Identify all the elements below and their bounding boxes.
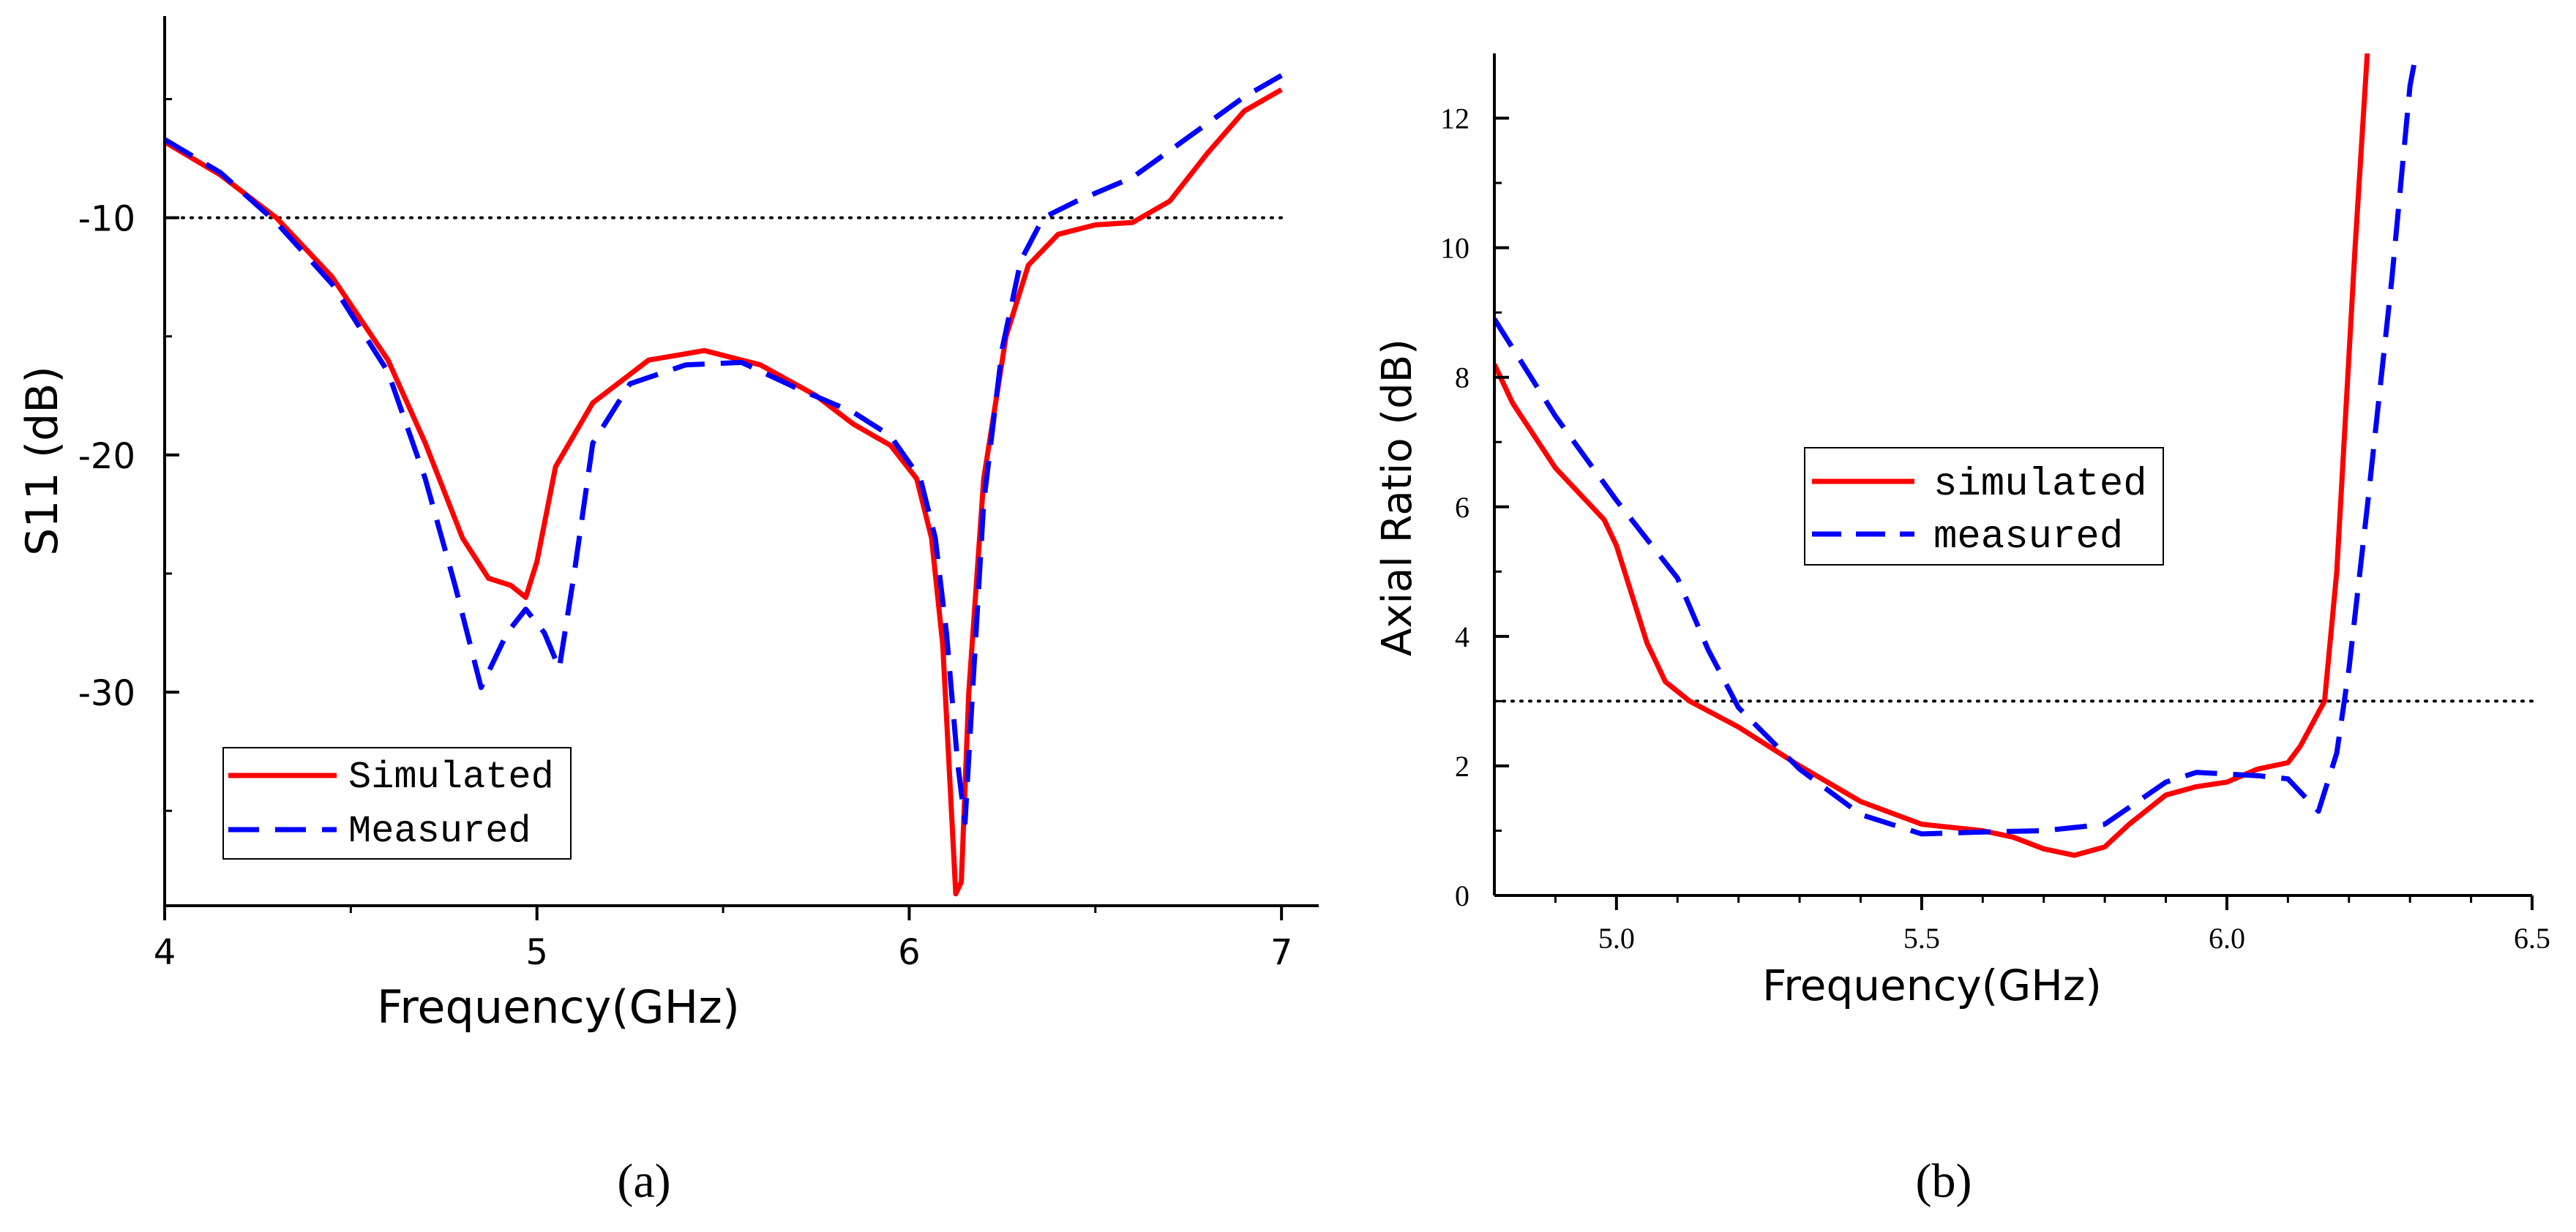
chart-a-legend-measured-label: Measured — [348, 810, 531, 853]
chart-b-x-tick-label: 5.5 — [1903, 922, 1940, 955]
chart-b-x-tick-label: 5.0 — [1598, 922, 1635, 955]
chart-b-series-simulated-line — [1494, 53, 2370, 858]
chart-b-series-measured-line — [1494, 53, 2419, 837]
chart-a-series-simulated-line — [165, 87, 1283, 897]
chart-b-y-tick-label: 2 — [1455, 750, 1469, 783]
chart-b-x-tick-label: 6.5 — [2514, 922, 2550, 955]
chart-a: 4 5 6 7 -10 -20 -30 Simulated Measured Frequen… — [17, 16, 1319, 1208]
chart-a-x-tick-label: 7 — [1270, 932, 1293, 973]
chart-a-x-tick-label: 4 — [154, 932, 176, 973]
chart-b-panel-label: (b) — [1916, 1154, 1972, 1208]
chart-a-series-measured-line — [165, 73, 1283, 825]
chart-b-x-tick-label: 6.0 — [2209, 922, 2245, 955]
chart-b-ylabel: Axial Ratio (dB) — [1374, 339, 1421, 656]
chart-b-legend-box — [1804, 447, 2164, 566]
chart-a-xlabel: Frequency(GHz) — [377, 980, 740, 1034]
chart-a-legend-box — [222, 747, 572, 860]
chart-a-x-tick-label: 5 — [525, 932, 548, 973]
chart-b-axes: 5.0 5.5 6.0 6.5 0 2 4 6 8 10 12 — [1440, 53, 2550, 955]
chart-b-xlabel: Frequency(GHz) — [1762, 961, 2102, 1010]
chart-a-y-tick-label: -30 — [78, 673, 135, 714]
chart-a-y-tick-label: -10 — [78, 199, 135, 240]
chart-b: 5.0 5.5 6.0 6.5 0 2 4 6 8 10 12 simulated measured… — [1374, 53, 2550, 1208]
chart-a-axes: 4 5 6 7 -10 -20 -30 — [78, 16, 1319, 973]
chart-a-x-tick-label: 6 — [898, 932, 921, 973]
chart-b-y-tick-label: 10 — [1440, 232, 1469, 265]
chart-b-legend: simulated measured — [1804, 447, 2164, 566]
chart-b-lines — [1493, 53, 2534, 858]
chart-b-legend-simulated-label: simulated — [1933, 462, 2147, 507]
chart-a-legend-simulated-label: Simulated — [348, 756, 554, 799]
chart-b-y-tick-label: 0 — [1455, 879, 1469, 912]
chart-a-panel-label: (a) — [617, 1154, 670, 1208]
chart-a-y-tick-label: -20 — [78, 436, 135, 477]
chart-b-y-tick-label: 6 — [1455, 491, 1469, 524]
chart-b-y-tick-label: 4 — [1455, 620, 1469, 653]
chart-b-legend-measured-label: measured — [1933, 515, 2123, 560]
chart-a-ylabel: S11 (dB) — [17, 366, 68, 556]
chart-a-legend: Simulated Measured — [222, 747, 572, 860]
chart-b-y-tick-label: 8 — [1455, 361, 1469, 394]
chart-b-y-tick-label: 12 — [1440, 102, 1469, 135]
chart-a-lines — [163, 73, 1284, 897]
